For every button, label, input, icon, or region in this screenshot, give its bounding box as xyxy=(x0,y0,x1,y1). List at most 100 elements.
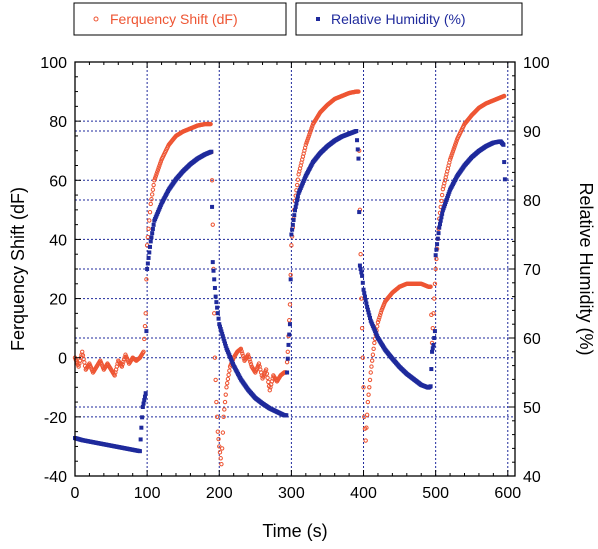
y-tick-label: 40 xyxy=(49,232,67,249)
rh-point xyxy=(149,235,154,240)
freq-point xyxy=(309,126,314,131)
freq-point xyxy=(428,284,433,289)
freq-point xyxy=(430,325,435,331)
rh-point xyxy=(147,250,152,255)
freq-point xyxy=(264,371,270,376)
rh-point xyxy=(222,339,227,344)
rh-point xyxy=(359,270,364,275)
freq-point xyxy=(364,412,370,418)
freq-point xyxy=(362,414,367,420)
rh-point xyxy=(212,285,217,290)
rh-point xyxy=(217,324,222,329)
rh-point xyxy=(360,273,365,278)
rh-point xyxy=(356,156,361,161)
rh-point xyxy=(141,401,146,406)
freq-point xyxy=(431,311,436,316)
x-tick-label: 100 xyxy=(134,485,161,502)
rh-point xyxy=(430,346,435,351)
rh-point xyxy=(354,129,359,133)
rh-point xyxy=(138,437,143,442)
freq-point xyxy=(214,414,220,420)
legend-box-freq xyxy=(73,2,287,36)
y-tick-label: 0 xyxy=(58,351,67,368)
rh-point xyxy=(361,287,366,292)
rh-point xyxy=(502,160,507,165)
rh-point xyxy=(150,226,155,231)
rh-point xyxy=(285,356,290,361)
freq-point xyxy=(263,367,269,372)
rh-point xyxy=(435,242,440,247)
freq-point xyxy=(303,142,309,148)
freq-point xyxy=(158,159,164,164)
freq-point xyxy=(120,362,125,367)
freq-point xyxy=(216,436,221,442)
freq-point xyxy=(356,89,361,94)
freq-point xyxy=(226,372,231,378)
rh-point xyxy=(293,204,298,209)
legend-marker-rh xyxy=(316,17,320,21)
freq-point xyxy=(363,438,368,443)
rh-point xyxy=(142,394,147,399)
freq-point xyxy=(246,354,252,360)
y2-axis-title: Relative Humidity (%) xyxy=(576,182,596,355)
freq-point xyxy=(218,456,223,461)
freq-point xyxy=(288,272,293,278)
rh-point xyxy=(357,210,362,215)
freq-point xyxy=(439,198,444,204)
freq-point xyxy=(142,336,147,342)
rh-point xyxy=(365,307,370,312)
freq-point xyxy=(148,201,153,207)
rh-point xyxy=(355,147,360,152)
rh-point xyxy=(145,267,150,271)
rh-point xyxy=(442,204,447,209)
rh-point xyxy=(210,260,215,265)
freq-point xyxy=(247,357,252,362)
rh-point xyxy=(215,305,220,310)
freq-point xyxy=(294,182,300,188)
rh-point xyxy=(431,342,436,347)
freq-point xyxy=(145,234,151,240)
freq-point xyxy=(224,380,230,386)
freq-point xyxy=(157,163,162,168)
freq-point xyxy=(367,385,372,390)
freq-point xyxy=(155,169,160,175)
rh-point xyxy=(435,236,440,241)
x-axis-title: Time (s) xyxy=(262,521,327,541)
freq-point xyxy=(367,377,373,383)
y-tick-label: 100 xyxy=(40,55,67,72)
freq-point xyxy=(308,128,314,133)
freq-point xyxy=(454,138,459,144)
rh-point xyxy=(363,298,368,303)
freq-point xyxy=(217,450,223,455)
freq-point xyxy=(119,364,125,369)
rh-point xyxy=(432,329,437,334)
freq-point xyxy=(370,352,376,357)
rh-point xyxy=(428,384,433,389)
freq-point xyxy=(222,399,228,405)
freq-point xyxy=(209,178,215,183)
rh-point xyxy=(357,263,362,268)
rh-point xyxy=(447,189,452,194)
freq-point xyxy=(432,296,437,301)
rh-point xyxy=(289,232,294,237)
y2-tick-label: 50 xyxy=(523,400,541,417)
rh-point xyxy=(430,349,435,354)
freq-point xyxy=(149,192,155,197)
rh-point xyxy=(429,367,434,372)
freq-point xyxy=(307,130,313,135)
rh-point xyxy=(441,206,446,211)
rh-point xyxy=(214,300,219,305)
freq-point xyxy=(121,359,126,365)
rh-point xyxy=(142,398,147,403)
rh-point xyxy=(223,343,228,348)
rh-point xyxy=(223,341,228,346)
freq-point xyxy=(434,256,439,262)
freq-point xyxy=(142,323,148,329)
legend-box-rh xyxy=(295,2,523,36)
rh-point xyxy=(209,149,214,154)
freq-point xyxy=(305,138,310,143)
rh-point xyxy=(439,215,444,220)
rh-point xyxy=(148,244,153,249)
freq-point xyxy=(240,353,246,359)
rh-point xyxy=(285,370,290,375)
